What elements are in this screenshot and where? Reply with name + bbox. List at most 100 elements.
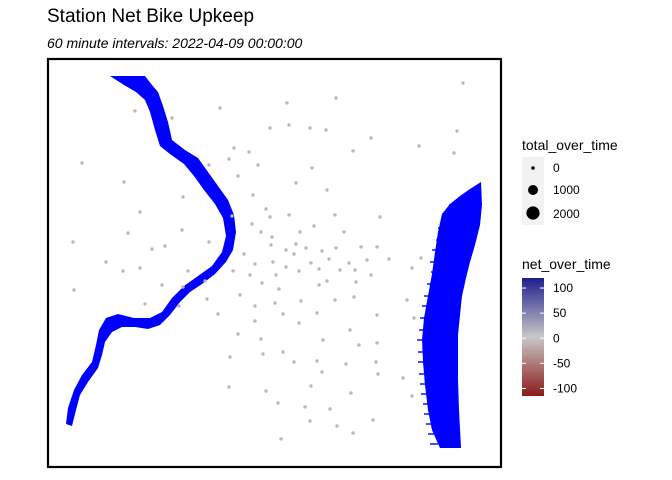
station-point-4 xyxy=(133,109,137,113)
station-point-130 xyxy=(335,424,339,428)
station-point-26 xyxy=(181,195,185,199)
station-point-10 xyxy=(369,136,373,140)
west-river xyxy=(66,76,236,426)
color-legend-title: net_over_time xyxy=(522,256,611,272)
size-legend-label-0: 0 xyxy=(553,161,560,175)
station-point-7 xyxy=(287,123,291,127)
station-point-12 xyxy=(417,144,421,148)
station-point-33 xyxy=(230,214,234,218)
station-point-1 xyxy=(334,96,338,100)
station-point-88 xyxy=(205,297,209,301)
station-point-17 xyxy=(227,157,231,161)
station-point-20 xyxy=(452,151,456,155)
station-points xyxy=(71,81,465,441)
station-point-93 xyxy=(299,299,303,303)
station-point-61 xyxy=(284,265,288,269)
station-point-76 xyxy=(353,268,357,272)
station-point-122 xyxy=(264,389,268,393)
station-point-86 xyxy=(325,279,329,283)
station-point-105 xyxy=(348,328,352,332)
station-point-3 xyxy=(218,106,222,110)
station-point-60 xyxy=(271,260,275,264)
station-point-83 xyxy=(260,281,264,285)
station-point-32 xyxy=(378,215,382,219)
station-point-104 xyxy=(297,321,301,325)
station-point-37 xyxy=(259,230,263,234)
station-point-68 xyxy=(138,266,142,270)
station-point-82 xyxy=(203,279,207,283)
station-point-103 xyxy=(253,319,257,323)
station-point-117 xyxy=(374,360,378,364)
station-point-35 xyxy=(268,215,272,219)
station-point-2 xyxy=(285,101,289,105)
station-point-75 xyxy=(338,268,342,272)
station-point-19 xyxy=(207,163,211,167)
color-legend-label-2: 0 xyxy=(553,331,560,345)
chart-title: Station Net Bike Upkeep xyxy=(47,6,255,27)
station-point-41 xyxy=(342,230,346,234)
station-point-129 xyxy=(371,418,375,422)
east-river xyxy=(422,182,482,448)
station-point-49 xyxy=(207,240,211,244)
station-point-127 xyxy=(303,405,307,409)
station-point-9 xyxy=(324,128,328,132)
station-point-16 xyxy=(80,161,84,165)
station-point-11 xyxy=(455,129,459,133)
station-point-59 xyxy=(253,262,257,266)
station-point-114 xyxy=(292,360,296,364)
station-point-22 xyxy=(236,174,240,178)
station-point-102 xyxy=(412,316,416,320)
station-point-64 xyxy=(347,261,351,265)
color-legend-bar xyxy=(522,278,544,396)
station-point-45 xyxy=(304,246,308,250)
station-point-44 xyxy=(294,242,298,246)
station-point-0 xyxy=(461,81,465,85)
station-point-108 xyxy=(259,337,263,341)
station-point-39 xyxy=(180,228,184,232)
station-point-125 xyxy=(410,394,414,398)
station-point-51 xyxy=(284,248,288,252)
station-point-6 xyxy=(268,126,272,130)
station-point-133 xyxy=(351,431,355,435)
station-point-57 xyxy=(419,256,423,260)
station-point-24 xyxy=(294,181,298,185)
station-point-62 xyxy=(309,261,313,265)
size-legend-key-2000 xyxy=(526,206,540,220)
station-point-110 xyxy=(281,350,285,354)
station-point-71 xyxy=(248,273,252,277)
station-point-47 xyxy=(150,247,154,251)
station-point-121 xyxy=(309,384,313,388)
size-legend-title: total_over_time xyxy=(522,137,618,153)
station-point-55 xyxy=(375,245,379,249)
station-point-67 xyxy=(121,269,125,273)
station-point-53 xyxy=(320,249,324,253)
station-point-38 xyxy=(126,231,130,235)
station-point-31 xyxy=(333,213,337,217)
station-point-119 xyxy=(320,370,324,374)
station-point-43 xyxy=(270,235,274,239)
station-point-87 xyxy=(354,280,358,284)
station-point-40 xyxy=(298,230,302,234)
station-point-100 xyxy=(315,311,319,315)
station-point-81 xyxy=(181,285,185,289)
station-point-25 xyxy=(325,188,329,192)
station-point-111 xyxy=(375,341,379,345)
station-point-99 xyxy=(281,312,285,316)
station-point-14 xyxy=(232,146,236,150)
station-point-85 xyxy=(317,283,321,287)
color-legend-label-0: 100 xyxy=(553,281,573,295)
station-point-77 xyxy=(369,273,373,277)
station-point-70 xyxy=(231,269,235,273)
station-point-84 xyxy=(277,287,281,291)
station-point-109 xyxy=(321,338,325,342)
station-point-18 xyxy=(256,163,260,167)
station-point-107 xyxy=(236,332,240,336)
station-point-101 xyxy=(375,313,379,317)
station-point-128 xyxy=(328,407,332,411)
station-point-58 xyxy=(242,252,246,256)
station-point-116 xyxy=(344,362,348,366)
station-point-124 xyxy=(349,391,353,395)
station-point-115 xyxy=(315,359,319,363)
station-point-73 xyxy=(297,269,301,273)
station-point-78 xyxy=(410,266,414,270)
